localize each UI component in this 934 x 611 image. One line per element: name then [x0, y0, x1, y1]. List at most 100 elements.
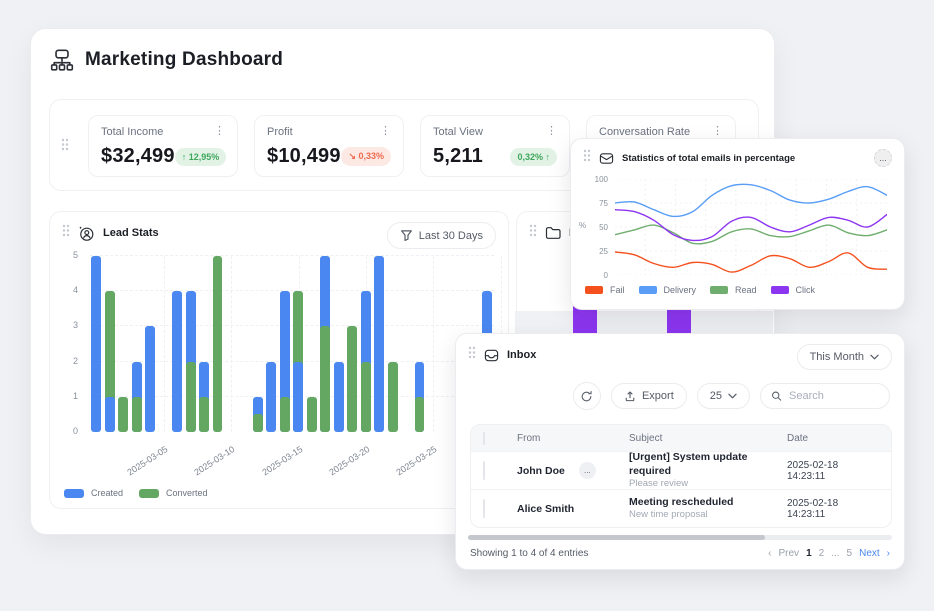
- stat-card-profit: Profit ⋮ $10,499 ↘ 0,33%: [254, 115, 404, 177]
- date-filter-label: Last 30 Days: [419, 230, 483, 242]
- kebab-menu-icon[interactable]: ⋮: [712, 126, 723, 136]
- axis-tick-label: 2025-03-05: [125, 444, 169, 477]
- bar-converted: [320, 326, 330, 432]
- sitemap-icon: [49, 47, 75, 73]
- lead-chart-xlabels: 2025-03-052025-03-102025-03-152025-03-20…: [90, 436, 494, 480]
- gridline: [433, 256, 434, 432]
- legend-item: Click: [771, 285, 816, 295]
- bar-created: [293, 362, 303, 432]
- bar-created: [105, 397, 115, 432]
- line-series-read: [615, 225, 887, 244]
- page-5[interactable]: 5: [847, 548, 853, 559]
- legend-label: Click: [796, 285, 816, 295]
- page-1[interactable]: 1: [806, 548, 812, 559]
- legend-swatch: [710, 286, 728, 294]
- prev-button[interactable]: Prev: [779, 548, 800, 559]
- drag-handle-icon[interactable]: [61, 138, 69, 156]
- axis-tick-label: 100: [595, 175, 608, 184]
- bar-converted: [186, 362, 196, 432]
- lead-chart-plot: [90, 256, 494, 432]
- email-preview: Please review: [629, 478, 787, 491]
- row-checkbox[interactable]: [483, 461, 485, 480]
- legend-swatch: [771, 286, 789, 294]
- more-menu-button[interactable]: ...: [874, 149, 892, 167]
- search-input[interactable]: [789, 390, 879, 402]
- page-size-value: 25: [710, 390, 722, 402]
- stat-title: Profit: [267, 126, 293, 138]
- page-2[interactable]: 2: [819, 548, 825, 559]
- inbox-title: Inbox: [507, 349, 536, 361]
- search-box[interactable]: [760, 383, 890, 409]
- legend-swatch: [639, 286, 657, 294]
- export-button[interactable]: Export: [611, 383, 687, 409]
- legend-item: Delivery: [639, 285, 697, 295]
- bar-created: [172, 291, 182, 432]
- inbox-card: Inbox This Month Export 25: [455, 333, 905, 570]
- gridline: [231, 256, 232, 432]
- prev-arrow[interactable]: ‹: [768, 548, 771, 559]
- bar-converted: [118, 397, 128, 432]
- bar-created: [145, 326, 155, 432]
- row-checkbox[interactable]: [483, 499, 485, 518]
- legend-item: Fail: [585, 285, 625, 295]
- sender-name: John Doe: [517, 465, 565, 477]
- table-header-row: From Subject Date: [471, 425, 891, 451]
- axis-tick-label: 4: [73, 285, 78, 295]
- email-preview: New time proposal: [629, 509, 787, 522]
- bar-converted: [213, 256, 223, 432]
- kebab-menu-icon[interactable]: ⋮: [546, 126, 557, 136]
- page-header: Marketing Dashboard: [49, 47, 283, 73]
- bar-converted: [280, 397, 290, 432]
- column-header-date[interactable]: Date: [787, 433, 879, 444]
- kebab-menu-icon[interactable]: ⋮: [380, 126, 391, 136]
- email-stats-card: Statistics of total emails in percentage…: [570, 138, 905, 310]
- table-row[interactable]: Alice Smith Meeting rescheduled New time…: [471, 489, 891, 527]
- lead-stats-title: Lead Stats: [103, 227, 159, 239]
- select-all-checkbox[interactable]: [483, 432, 485, 445]
- bar-converted: [415, 397, 425, 432]
- refresh-icon: [580, 390, 593, 403]
- legend-item: Converted: [139, 488, 208, 498]
- axis-tick-label: 3: [73, 320, 78, 330]
- gridline: [164, 256, 165, 432]
- period-label: This Month: [810, 351, 864, 363]
- horizontal-scrollbar[interactable]: [468, 535, 892, 540]
- trend-badge: ↘ 0,33%: [341, 147, 391, 166]
- lead-legend: Created Converted: [64, 488, 208, 498]
- date-filter-button[interactable]: Last 30 Days: [387, 222, 496, 249]
- legend-item: Created: [64, 488, 123, 498]
- entries-summary: Showing 1 to 4 of 4 entries: [470, 548, 588, 559]
- drag-handle-icon[interactable]: [62, 224, 70, 242]
- next-button[interactable]: Next: [859, 548, 880, 559]
- email-chart-ylabel: %: [579, 221, 586, 230]
- stat-value: $10,499: [267, 145, 341, 168]
- drag-handle-icon[interactable]: [583, 149, 591, 167]
- stat-value: 5,211: [433, 145, 483, 168]
- legend-swatch: [585, 286, 603, 294]
- email-subject: Meeting rescheduled: [629, 495, 787, 509]
- trend-badge: 0,32% ↑: [510, 148, 557, 166]
- column-header-subject[interactable]: Subject: [629, 433, 787, 444]
- period-dropdown[interactable]: This Month: [797, 344, 892, 370]
- axis-tick-label: 2: [73, 356, 78, 366]
- column-header-from[interactable]: From: [517, 433, 629, 444]
- table-row[interactable]: John Doe ... [Urgent] System update requ…: [471, 451, 891, 489]
- line-series-fail: [615, 252, 887, 272]
- drag-handle-icon[interactable]: [529, 224, 537, 242]
- refresh-button[interactable]: [573, 382, 601, 410]
- inbox-icon: [484, 348, 499, 363]
- scrollbar-thumb[interactable]: [468, 535, 765, 540]
- bar-converted: [388, 362, 398, 432]
- axis-tick-label: 50: [599, 223, 608, 232]
- axis-tick-label: 5: [73, 250, 78, 260]
- drag-handle-icon[interactable]: [468, 346, 476, 364]
- row-menu-button[interactable]: ...: [579, 462, 596, 479]
- bar-converted: [132, 397, 142, 432]
- page-size-dropdown[interactable]: 25: [697, 383, 750, 409]
- legend-label: Converted: [166, 488, 208, 498]
- next-arrow[interactable]: ›: [887, 548, 890, 559]
- kebab-menu-icon[interactable]: ⋮: [214, 126, 225, 136]
- axis-tick-label: 75: [599, 199, 608, 208]
- email-chart-svg: [615, 179, 887, 275]
- email-chart-yaxis: 0255075100: [591, 179, 611, 275]
